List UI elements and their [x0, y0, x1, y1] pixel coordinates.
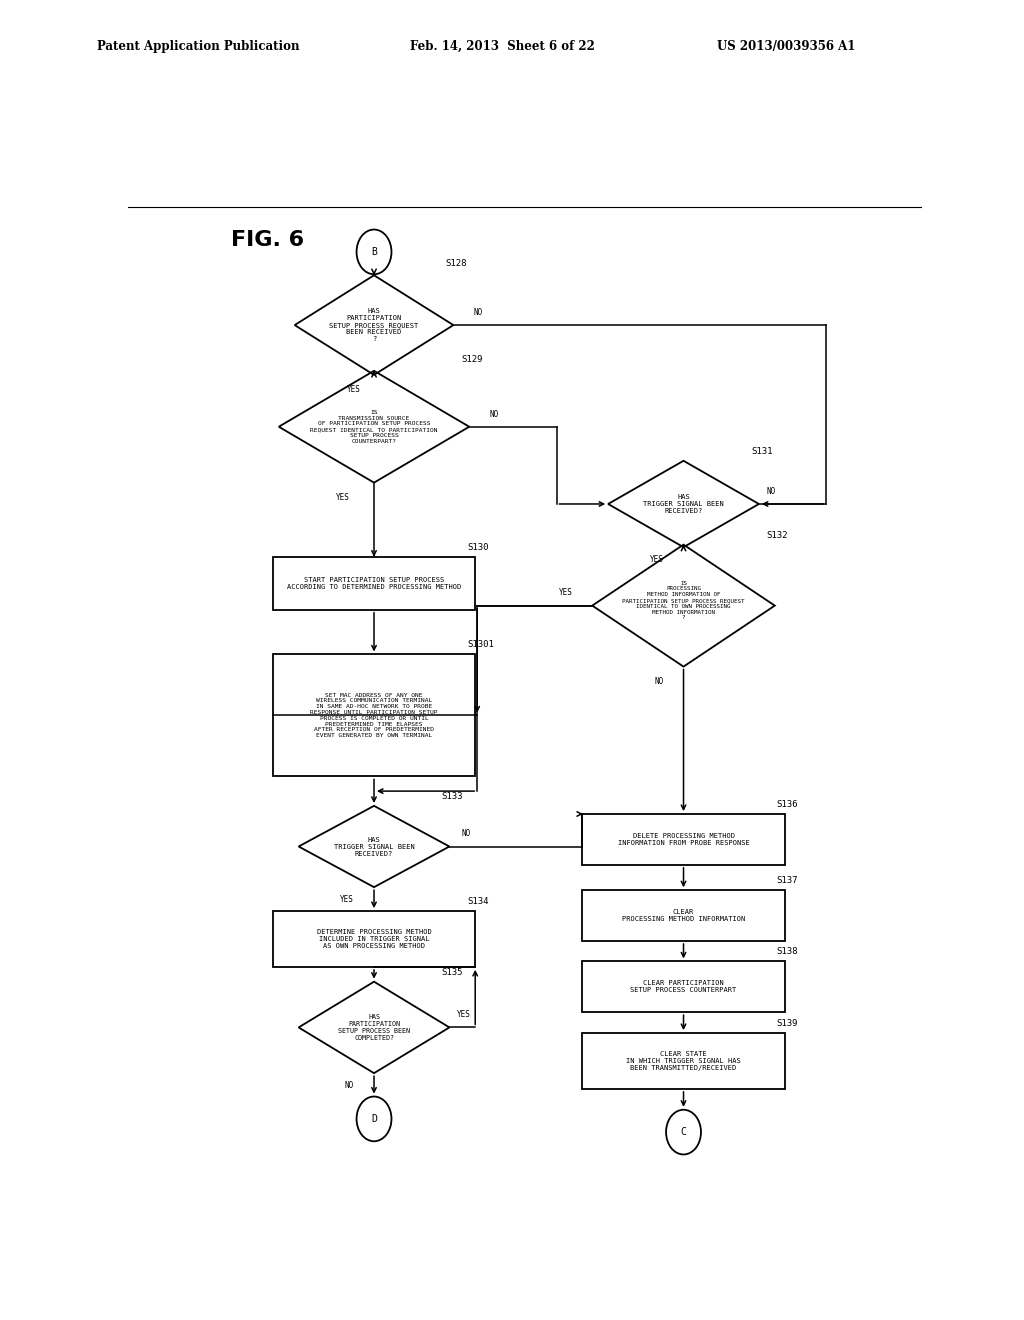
- Text: S131: S131: [751, 446, 772, 455]
- Bar: [583, 814, 784, 865]
- Bar: [272, 557, 475, 610]
- Text: HAS
PARTICIPATION
SETUP PROCESS BEEN
COMPLETED?: HAS PARTICIPATION SETUP PROCESS BEEN COM…: [338, 1014, 410, 1041]
- Text: S133: S133: [441, 792, 463, 801]
- Text: C: C: [681, 1127, 686, 1137]
- Text: S138: S138: [777, 948, 799, 956]
- Text: YES: YES: [458, 1010, 471, 1019]
- Bar: [583, 961, 784, 1012]
- Text: S130: S130: [467, 543, 488, 552]
- Text: HAS
TRIGGER SIGNAL BEEN
RECEIVED?: HAS TRIGGER SIGNAL BEEN RECEIVED?: [334, 837, 415, 857]
- Text: HAS
TRIGGER SIGNAL BEEN
RECEIVED?: HAS TRIGGER SIGNAL BEEN RECEIVED?: [643, 494, 724, 513]
- Text: S137: S137: [777, 876, 799, 886]
- Text: NO: NO: [489, 409, 499, 418]
- Text: YES: YES: [558, 589, 572, 598]
- Text: YES: YES: [340, 895, 354, 904]
- Text: YES: YES: [336, 492, 350, 502]
- Text: D: D: [371, 1114, 377, 1123]
- Text: NO: NO: [654, 677, 664, 686]
- Text: DELETE PROCESSING METHOD
INFORMATION FROM PROBE RESPONSE: DELETE PROCESSING METHOD INFORMATION FRO…: [617, 833, 750, 846]
- Text: S134: S134: [467, 898, 488, 906]
- Text: HAS
PARTICIPATION
SETUP PROCESS REQUEST
BEEN RECEIVED
?: HAS PARTICIPATION SETUP PROCESS REQUEST …: [330, 308, 419, 342]
- Bar: [583, 890, 784, 941]
- Text: S139: S139: [777, 1019, 799, 1028]
- Text: CLEAR PARTICIPATION
SETUP PROCESS COUNTERPART: CLEAR PARTICIPATION SETUP PROCESS COUNTE…: [631, 981, 736, 993]
- Text: SET MAC ADDRESS OF ANY ONE
WIRELESS COMMUNICATION TERMINAL
IN SAME AD-HOC NETWOR: SET MAC ADDRESS OF ANY ONE WIRELESS COMM…: [310, 693, 438, 738]
- Text: S136: S136: [777, 800, 799, 809]
- Text: YES: YES: [650, 556, 664, 565]
- Text: S1301: S1301: [467, 640, 495, 649]
- Text: CLEAR
PROCESSING METHOD INFORMATION: CLEAR PROCESSING METHOD INFORMATION: [622, 909, 745, 923]
- Text: NO: NO: [345, 1081, 354, 1090]
- Bar: [583, 1034, 784, 1089]
- Bar: [272, 911, 475, 968]
- Text: S128: S128: [445, 259, 467, 268]
- Text: IS
TRANSMISSION SOURCE
OF PARTICIPATION SETUP PROCESS
REQUEST IDENTICAL TO PARTI: IS TRANSMISSION SOURCE OF PARTICIPATION …: [310, 409, 438, 444]
- Text: NO: NO: [462, 829, 471, 838]
- Text: B: B: [371, 247, 377, 257]
- Text: S135: S135: [441, 968, 463, 977]
- Text: DETERMINE PROCESSING METHOD
INCLUDED IN TRIGGER SIGNAL
AS OWN PROCESSING METHOD: DETERMINE PROCESSING METHOD INCLUDED IN …: [316, 929, 431, 949]
- Text: YES: YES: [347, 385, 361, 395]
- Text: S129: S129: [461, 355, 482, 364]
- Text: CLEAR STATE
IN WHICH TRIGGER SIGNAL HAS
BEEN TRANSMITTED/RECEIVED: CLEAR STATE IN WHICH TRIGGER SIGNAL HAS …: [626, 1051, 741, 1071]
- Bar: [272, 655, 475, 776]
- Text: START PARTICIPATION SETUP PROCESS
ACCORDING TO DETERMINED PROCESSING METHOD: START PARTICIPATION SETUP PROCESS ACCORD…: [287, 577, 461, 590]
- Text: S132: S132: [767, 531, 788, 540]
- Text: NO: NO: [473, 308, 482, 317]
- Text: US 2013/0039356 A1: US 2013/0039356 A1: [717, 40, 855, 53]
- Text: NO: NO: [767, 487, 776, 496]
- Text: IS
PROCESSING
METHOD INFORMATION OF
PARTICIPATION SETUP PROCESS REQUEST
IDENTICA: IS PROCESSING METHOD INFORMATION OF PART…: [623, 581, 744, 620]
- Text: Patent Application Publication: Patent Application Publication: [97, 40, 300, 53]
- Text: Feb. 14, 2013  Sheet 6 of 22: Feb. 14, 2013 Sheet 6 of 22: [410, 40, 595, 53]
- Text: FIG. 6: FIG. 6: [231, 230, 304, 249]
